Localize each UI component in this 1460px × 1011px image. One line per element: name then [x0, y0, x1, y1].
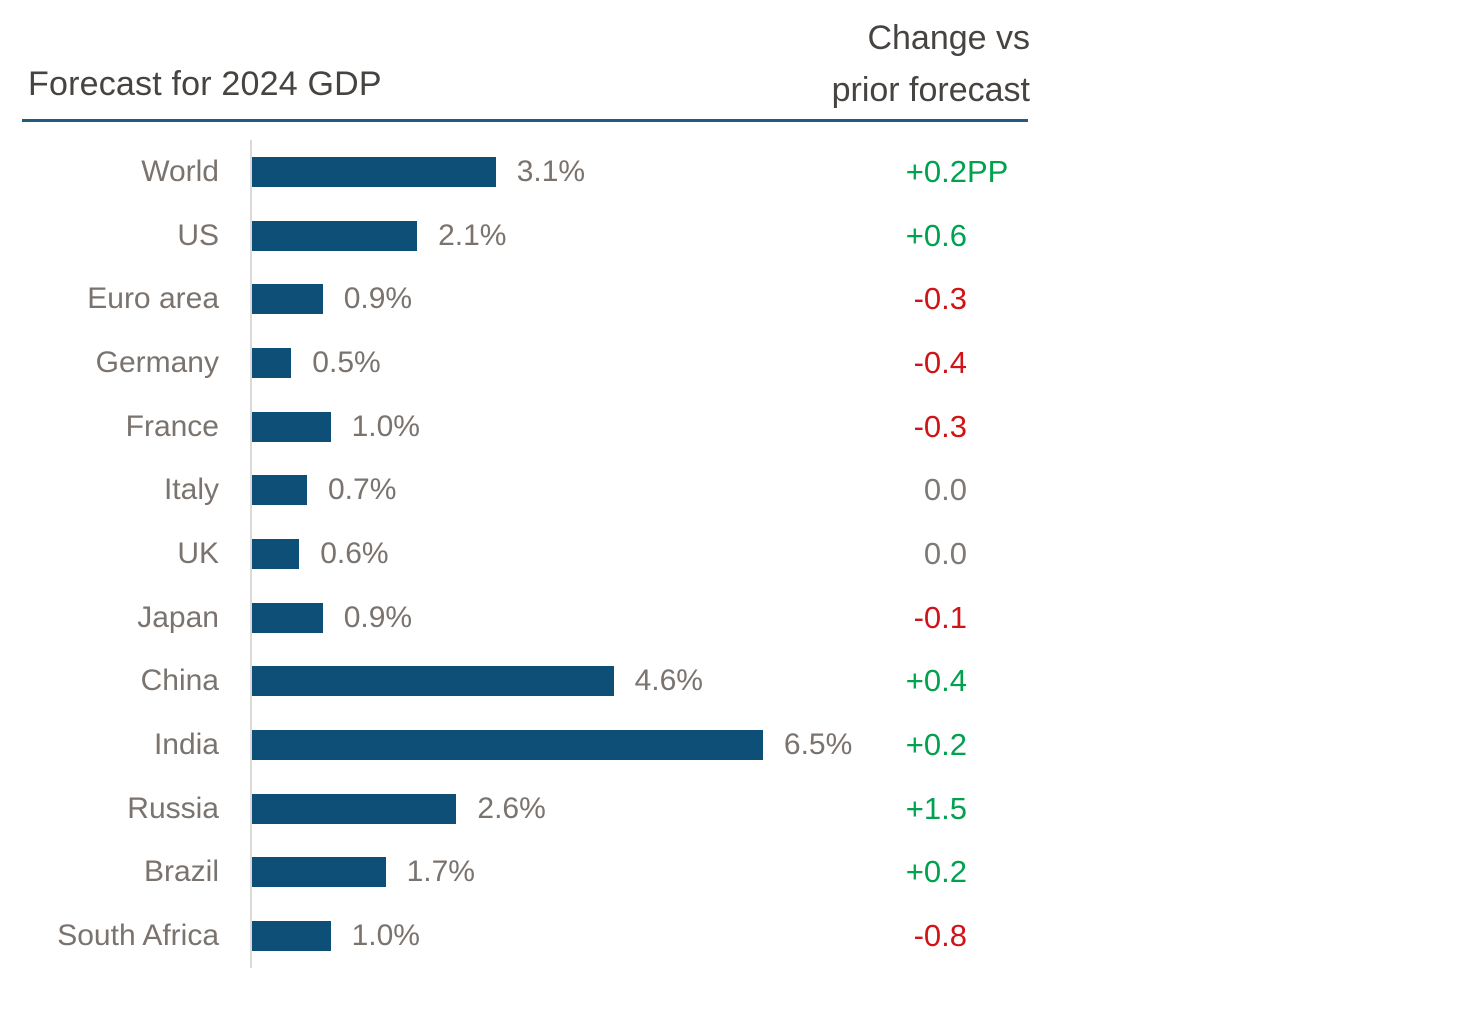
gdp-bar [252, 411, 331, 442]
category-label: South Africa [57, 919, 219, 953]
change-value: -0.4 [914, 331, 1013, 395]
change-number: +0.6 [905, 217, 967, 253]
gdp-bar [252, 347, 292, 378]
change-value: 0.0 [924, 522, 1013, 586]
gdp-bar [252, 921, 331, 952]
page-title: Forecast for 2024 GDP [28, 65, 382, 103]
change-value: -0.3 [914, 267, 1013, 331]
value-label: 2.6% [477, 791, 546, 825]
chart-row: Euro area 0.9% -0.3 [0, 267, 1460, 331]
change-value: +1.5 [906, 777, 1013, 841]
change-unit-suffix: PP [967, 153, 1009, 189]
change-value: +0.2 PP [906, 140, 1013, 204]
gdp-bar [252, 475, 307, 506]
change-value: +0.6 [906, 204, 1013, 268]
gdp-bar [252, 666, 614, 697]
change-number: -0.3 [913, 408, 967, 444]
chart-row: Germany 0.5% -0.4 [0, 331, 1460, 395]
gdp-bar [252, 793, 457, 824]
change-number: 0.0 [923, 535, 967, 571]
header-rule [22, 119, 1028, 122]
change-number: +0.2 [905, 727, 967, 763]
category-label: Brazil [143, 855, 219, 889]
chart-row: Russia 2.6% +1.5 [0, 777, 1460, 841]
change-number: +0.2 [905, 854, 967, 890]
change-value: +0.4 [906, 650, 1013, 714]
gdp-bar [252, 220, 418, 251]
change-number: +1.5 [905, 790, 967, 826]
change-column-header: Change vs prior forecast [832, 12, 1030, 116]
change-column-header-line2: prior forecast [831, 71, 1030, 109]
y-axis-line [250, 140, 252, 968]
category-label: Germany [95, 345, 219, 379]
value-label: 0.9% [343, 282, 413, 316]
value-label: 6.5% [783, 728, 853, 762]
value-label: 2.1% [438, 218, 507, 252]
change-number: 0.0 [923, 472, 967, 508]
value-label: 3.1% [516, 154, 586, 188]
gdp-forecast-bar-chart: World 3.1% +0.2 PP US 2.1% +0.6 Euro area 0.9% -0… [0, 140, 1460, 968]
chart-row: Italy 0.7% 0.0 [0, 458, 1460, 522]
chart-row: UK 0.6% 0.0 [0, 522, 1460, 586]
value-label: 4.6% [634, 664, 703, 698]
change-number: -0.4 [913, 344, 967, 380]
gdp-bar [252, 538, 300, 569]
change-value: +0.2 [906, 713, 1013, 777]
category-label: Russia [127, 791, 219, 825]
chart-row: China 4.6% +0.4 [0, 650, 1460, 714]
category-label: US [177, 218, 219, 252]
chart-row: US 2.1% +0.6 [0, 204, 1460, 268]
category-label: Japan [137, 600, 219, 634]
value-label: 0.5% [312, 345, 381, 379]
category-label: India [153, 728, 219, 762]
gdp-bar [252, 602, 323, 633]
value-label: 0.9% [343, 600, 413, 634]
chart-row: Japan 0.9% -0.1 [0, 586, 1460, 650]
change-value: 0.0 [924, 458, 1013, 522]
value-label: 1.0% [351, 919, 420, 953]
category-label: France [125, 409, 219, 443]
change-column-header-line1: Change vs [867, 19, 1030, 57]
value-label: 0.6% [320, 536, 389, 570]
change-value: -0.8 [914, 904, 1013, 968]
change-value: +0.2 [906, 841, 1013, 905]
gdp-bar [252, 857, 386, 888]
value-label: 0.7% [328, 473, 397, 507]
value-label: 1.7% [406, 855, 475, 889]
category-label: Euro area [87, 282, 219, 316]
change-number: -0.3 [913, 281, 967, 317]
chart-row: World 3.1% +0.2 PP [0, 140, 1460, 204]
chart-row: India 6.5% +0.2 [0, 713, 1460, 777]
change-value: -0.3 [914, 395, 1013, 459]
category-label: World [141, 154, 219, 188]
chart-row: Brazil 1.7% +0.2 [0, 841, 1460, 905]
gdp-bar [252, 730, 763, 761]
change-number: -0.8 [913, 918, 967, 954]
change-number: +0.4 [905, 663, 967, 699]
category-label: Italy [163, 473, 219, 507]
chart-row: South Africa 1.0% -0.8 [0, 904, 1460, 968]
value-label: 1.0% [351, 409, 420, 443]
gdp-bar [252, 284, 323, 315]
change-value: -0.1 [914, 586, 1013, 650]
chart-row: France 1.0% -0.3 [0, 395, 1460, 459]
change-number: -0.1 [913, 599, 967, 635]
change-number: +0.2 [905, 153, 967, 189]
category-label: UK [177, 536, 219, 570]
category-label: China [140, 664, 219, 698]
gdp-bar [252, 156, 496, 187]
